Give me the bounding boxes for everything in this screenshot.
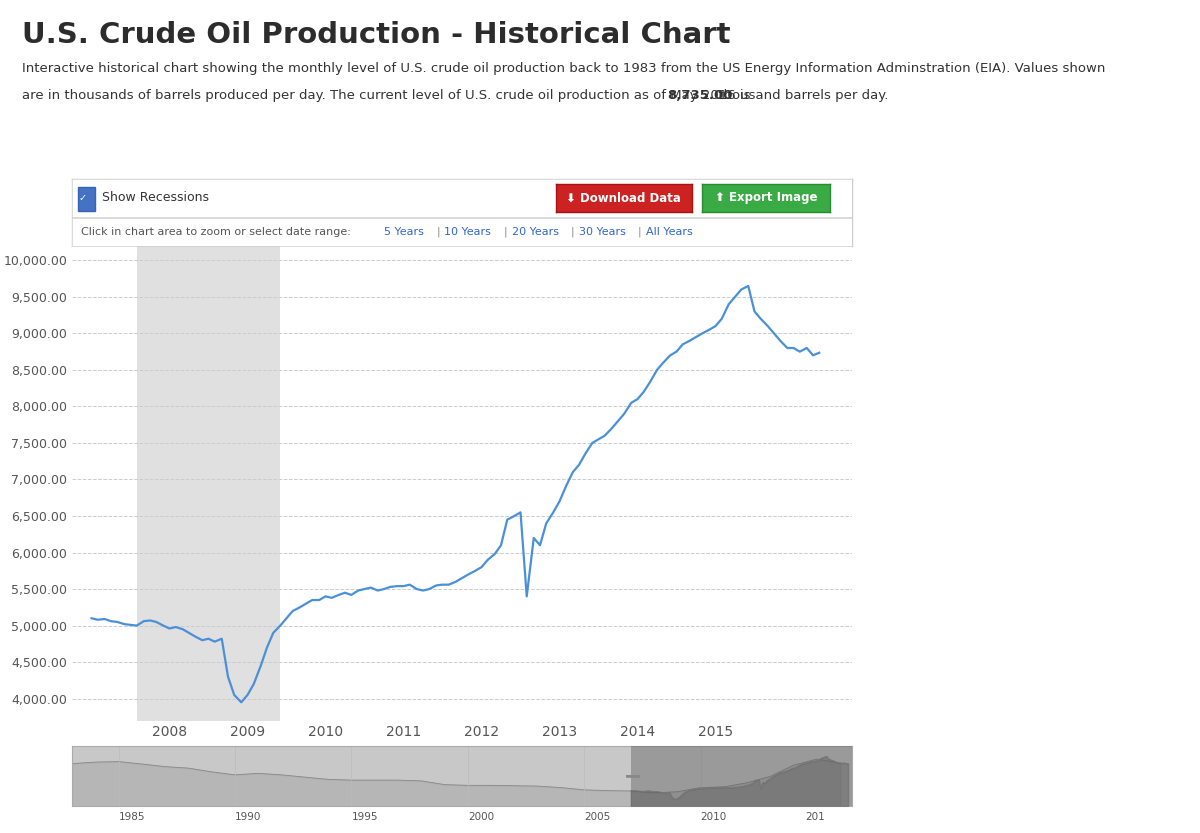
Text: |: | [638,227,642,237]
Text: Click in chart area to zoom or select date range:: Click in chart area to zoom or select da… [82,227,352,237]
Text: 2005: 2005 [584,812,611,822]
Text: 2000: 2000 [468,812,494,822]
Text: 10 Years: 10 Years [444,227,491,237]
FancyBboxPatch shape [78,187,96,211]
Text: thousand barrels per day.: thousand barrels per day. [714,89,888,102]
Bar [631,746,852,806]
Text: U.S. Crude Oil Production - Historical Chart: U.S. Crude Oil Production - Historical C… [22,21,730,49]
Text: |: | [504,227,508,237]
Text: 1985: 1985 [119,812,145,822]
Text: 1995: 1995 [352,812,378,822]
Text: 30 Years: 30 Years [578,227,625,237]
Text: Show Recessions: Show Recessions [102,192,209,204]
Text: |: | [571,227,575,237]
Text: ✓: ✓ [79,192,88,203]
Text: 201: 201 [805,812,826,822]
Text: ⬆ Export Image: ⬆ Export Image [715,192,817,204]
Text: All Years: All Years [646,227,692,237]
Text: 2010: 2010 [701,812,727,822]
Text: are in thousands of barrels produced per day. The current level of U.S. crude oi: are in thousands of barrels produced per… [22,89,755,102]
Text: 8,735.00: 8,735.00 [667,89,733,102]
Bar [137,246,281,721]
Text: 5 Years: 5 Years [384,227,424,237]
Text: Interactive historical chart showing the monthly level of U.S. crude oil product: Interactive historical chart showing the… [22,62,1105,76]
Text: 20 Years: 20 Years [511,227,558,237]
Text: ⬇ Download Data: ⬇ Download Data [566,192,682,204]
Text: 1990: 1990 [235,812,262,822]
Text: |: | [437,227,440,237]
